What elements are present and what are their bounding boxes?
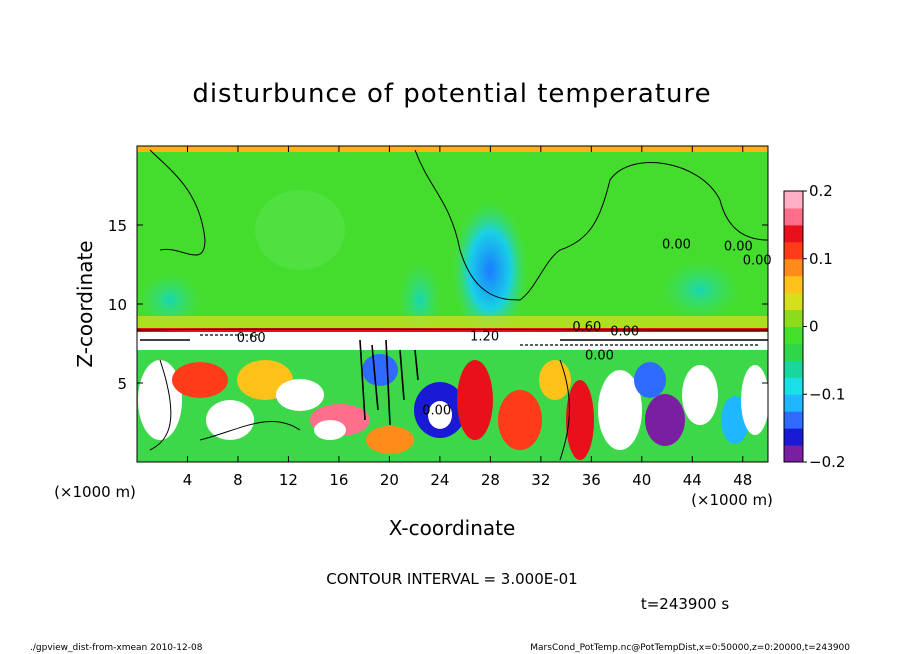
lower-blobs (138, 354, 768, 460)
contour-label: 0.00 (662, 238, 691, 253)
x-axis-label: X-coordinate (389, 516, 516, 540)
upper-plume-center (452, 200, 528, 340)
chart-title: disturbunce of potential temperature (192, 79, 711, 109)
upper-light-patch (255, 190, 345, 270)
colorbar-swatch (784, 326, 803, 344)
colorbar-swatch (784, 377, 803, 395)
x-tick-label: 4 (183, 471, 193, 489)
x-tick-label: 36 (582, 471, 601, 489)
contour-label-layer: 0.000.00 0.000.000.000.000.600.601.20 (237, 238, 772, 419)
x-tick-label: 28 (481, 471, 500, 489)
contour-label: 0.00 (724, 239, 753, 254)
colorbar-swatch (784, 411, 803, 429)
x-tick-label: 32 (531, 471, 550, 489)
colorbar-swatch (784, 309, 803, 327)
contour-label: 0.00 (422, 404, 451, 419)
colorbar-tick-label: −0.1 (809, 385, 845, 403)
plot-area (137, 146, 768, 462)
x-tick-label: 44 (683, 471, 702, 489)
contour-label: 0.60 (237, 331, 266, 346)
top-band (137, 146, 768, 152)
x-tick-label: 8 (233, 471, 243, 489)
colorbar-swatch (784, 343, 803, 361)
contour-label: 0.00 (610, 325, 639, 340)
dense-contours (140, 339, 768, 426)
colorbar-swatch (784, 428, 803, 446)
colorbar-tick-label: 0.1 (809, 250, 833, 268)
contour-label: 0.00 (743, 254, 772, 269)
mid-yellow-band (137, 316, 768, 330)
dashed-contours (200, 334, 760, 346)
y-tick-label: 15 (108, 217, 127, 235)
x-tick-label: 12 (279, 471, 298, 489)
y-axis-label: Z-coordinate (73, 240, 97, 367)
y-axis: 5 10 15 (108, 217, 768, 393)
time-label: t=243900 s (641, 595, 729, 613)
colorbar-swatch (784, 207, 803, 226)
colorbar: 0.2 0.1 0 −0.1 −0.2 (783, 182, 845, 471)
y-tick-label: 10 (108, 296, 127, 314)
x-axis: 4 8 12 16 20 24 28 32 36 40 44 48 (183, 146, 752, 489)
contour-label: 0.60 (572, 320, 601, 335)
colorbar-swatch (784, 224, 803, 243)
mid-red-line (137, 328, 768, 332)
contour-label: 0.00 (585, 348, 614, 363)
contour-lines (137, 149, 768, 461)
contour-interval: CONTOUR INTERVAL = 3.000E-01 (326, 570, 577, 588)
colorbar-swatch (784, 258, 803, 277)
x-tick-label: 20 (380, 471, 399, 489)
colorbar-swatch (784, 360, 803, 378)
y-tick-label: 5 (117, 375, 127, 393)
contour-label: 1.20 (470, 329, 499, 344)
colorbar-tick-label: 0.2 (809, 182, 833, 200)
upper-plume-right (660, 260, 740, 320)
colorbar-tick-label: −0.2 (809, 453, 845, 471)
colorbar-swatch (784, 275, 803, 294)
upper-plume-left (138, 272, 202, 328)
footer-right: MarsCond_PotTemp.nc@PotTempDist,x=0:5000… (530, 643, 850, 653)
colorbar-tick-label: 0 (809, 318, 819, 336)
x-unit-left: (×1000 m) (54, 483, 136, 501)
x-tick-label: 16 (329, 471, 348, 489)
colorbar-swatch (784, 292, 803, 311)
colorbar-swatch (784, 445, 803, 463)
x-tick-label: 24 (430, 471, 449, 489)
x-tick-label: 48 (733, 471, 752, 489)
x-tick-label: 40 (632, 471, 651, 489)
x-unit-right: (×1000 m) (691, 491, 773, 509)
colorbar-swatch (784, 394, 803, 412)
colorbar-swatch (784, 191, 803, 209)
footer-left: ./gpview_dist-from-xmean 2010-12-08 (30, 643, 203, 653)
colorbar-swatch (784, 241, 803, 260)
